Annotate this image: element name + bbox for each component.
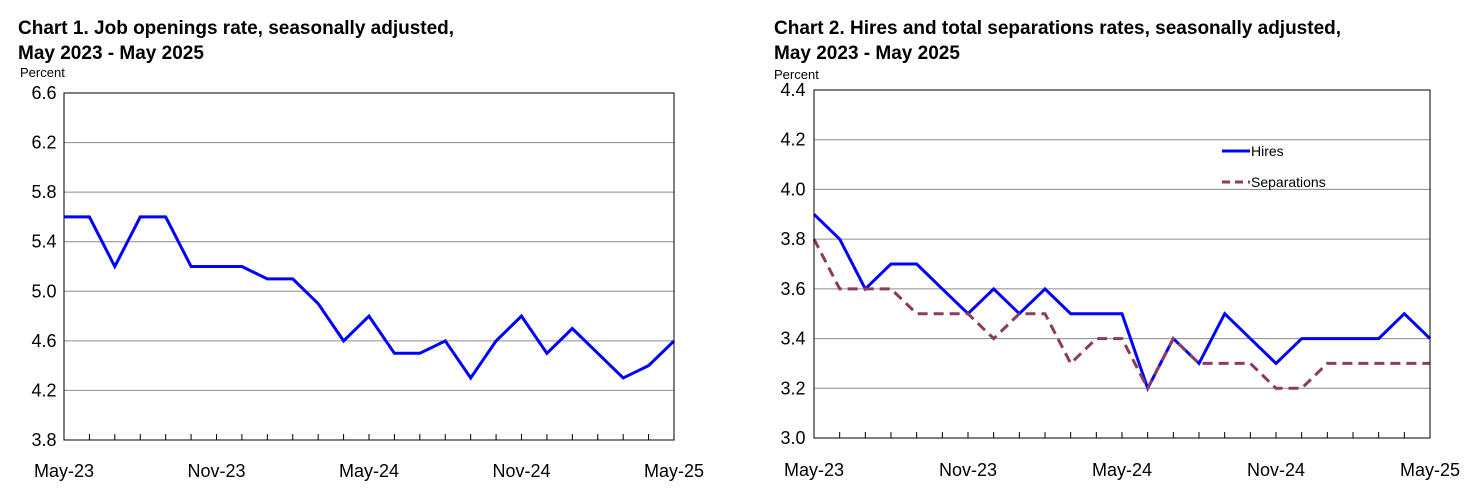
series-line-hires xyxy=(812,213,1432,393)
x-tick-label: May-23 xyxy=(784,460,844,480)
chart-1-x-tick-labels: May-23 Nov-23 May-24 Nov-24 May-25 xyxy=(34,461,704,481)
y-tick-label: 4.0 xyxy=(780,179,805,199)
x-tick-label: May-23 xyxy=(34,461,94,481)
chart-2-series xyxy=(812,213,1432,393)
chart-1-series xyxy=(64,215,676,381)
y-tick-label: 4.2 xyxy=(31,380,56,400)
y-tick-label: 5.0 xyxy=(31,281,56,301)
series-line-job-openings-rate xyxy=(64,215,676,381)
chart-1-title-line-1: Chart 1. Job openings rate, seasonally a… xyxy=(18,18,454,39)
chart-2-y-axis-label: Percent xyxy=(774,67,819,82)
y-tick-label: 4.2 xyxy=(780,130,805,150)
x-tick-label: Nov-24 xyxy=(492,461,550,481)
y-tick-label: 3.4 xyxy=(780,329,805,349)
chart-2-title-line-2: May 2023 - May 2025 xyxy=(774,43,960,64)
chart-2-legend: Hires Separations xyxy=(1222,143,1326,190)
y-tick-label: 6.2 xyxy=(31,133,56,153)
chart-2-y-tick-labels: 4.4 4.2 4.0 3.8 3.6 3.4 3.2 3.0 xyxy=(780,80,805,448)
x-tick-label: Nov-23 xyxy=(187,461,245,481)
chart-1-gridlines xyxy=(64,92,674,441)
chart-1: Chart 1. Job openings rate, seasonally a… xyxy=(18,18,704,481)
y-tick-label: 4.4 xyxy=(780,80,805,100)
chart-2: Chart 2. Hires and total separations rat… xyxy=(774,18,1460,480)
legend-separations-label: Separations xyxy=(1251,174,1326,190)
y-tick-label: 5.8 xyxy=(31,182,56,202)
y-tick-label: 3.8 xyxy=(31,430,56,450)
series-line-separations xyxy=(812,238,1430,392)
chart-2-x-tick-labels: May-23 Nov-23 May-24 Nov-24 May-25 xyxy=(784,460,1460,480)
chart-1-y-axis-label: Percent xyxy=(20,65,65,80)
x-tick-label: May-25 xyxy=(1400,460,1460,480)
chart-1-plot-frame xyxy=(63,92,675,441)
y-tick-label: 3.8 xyxy=(780,229,805,249)
chart-1-y-tick-labels: 6.6 6.2 5.8 5.4 5.0 4.6 4.2 3.8 xyxy=(31,83,56,450)
y-tick-label: 6.6 xyxy=(31,83,56,103)
chart-1-title-line-2: May 2023 - May 2025 xyxy=(18,43,204,64)
x-tick-label: Nov-23 xyxy=(939,460,997,480)
y-tick-label: 3.0 xyxy=(780,428,805,448)
chart-2-plot-frame xyxy=(813,89,1431,439)
chart-1-x-tick-marks xyxy=(63,434,675,440)
x-tick-label: May-25 xyxy=(644,461,704,481)
x-tick-label: May-24 xyxy=(339,461,399,481)
x-tick-label: Nov-24 xyxy=(1247,460,1305,480)
x-tick-label: May-24 xyxy=(1092,460,1152,480)
y-tick-label: 3.6 xyxy=(780,279,805,299)
chart-2-title-line-1: Chart 2. Hires and total separations rat… xyxy=(774,18,1341,39)
legend-hires-label: Hires xyxy=(1251,143,1284,159)
y-tick-label: 3.2 xyxy=(780,378,805,398)
chart-2-x-tick-marks xyxy=(813,432,1431,438)
y-tick-label: 4.6 xyxy=(31,331,56,351)
y-tick-label: 5.4 xyxy=(31,232,56,252)
